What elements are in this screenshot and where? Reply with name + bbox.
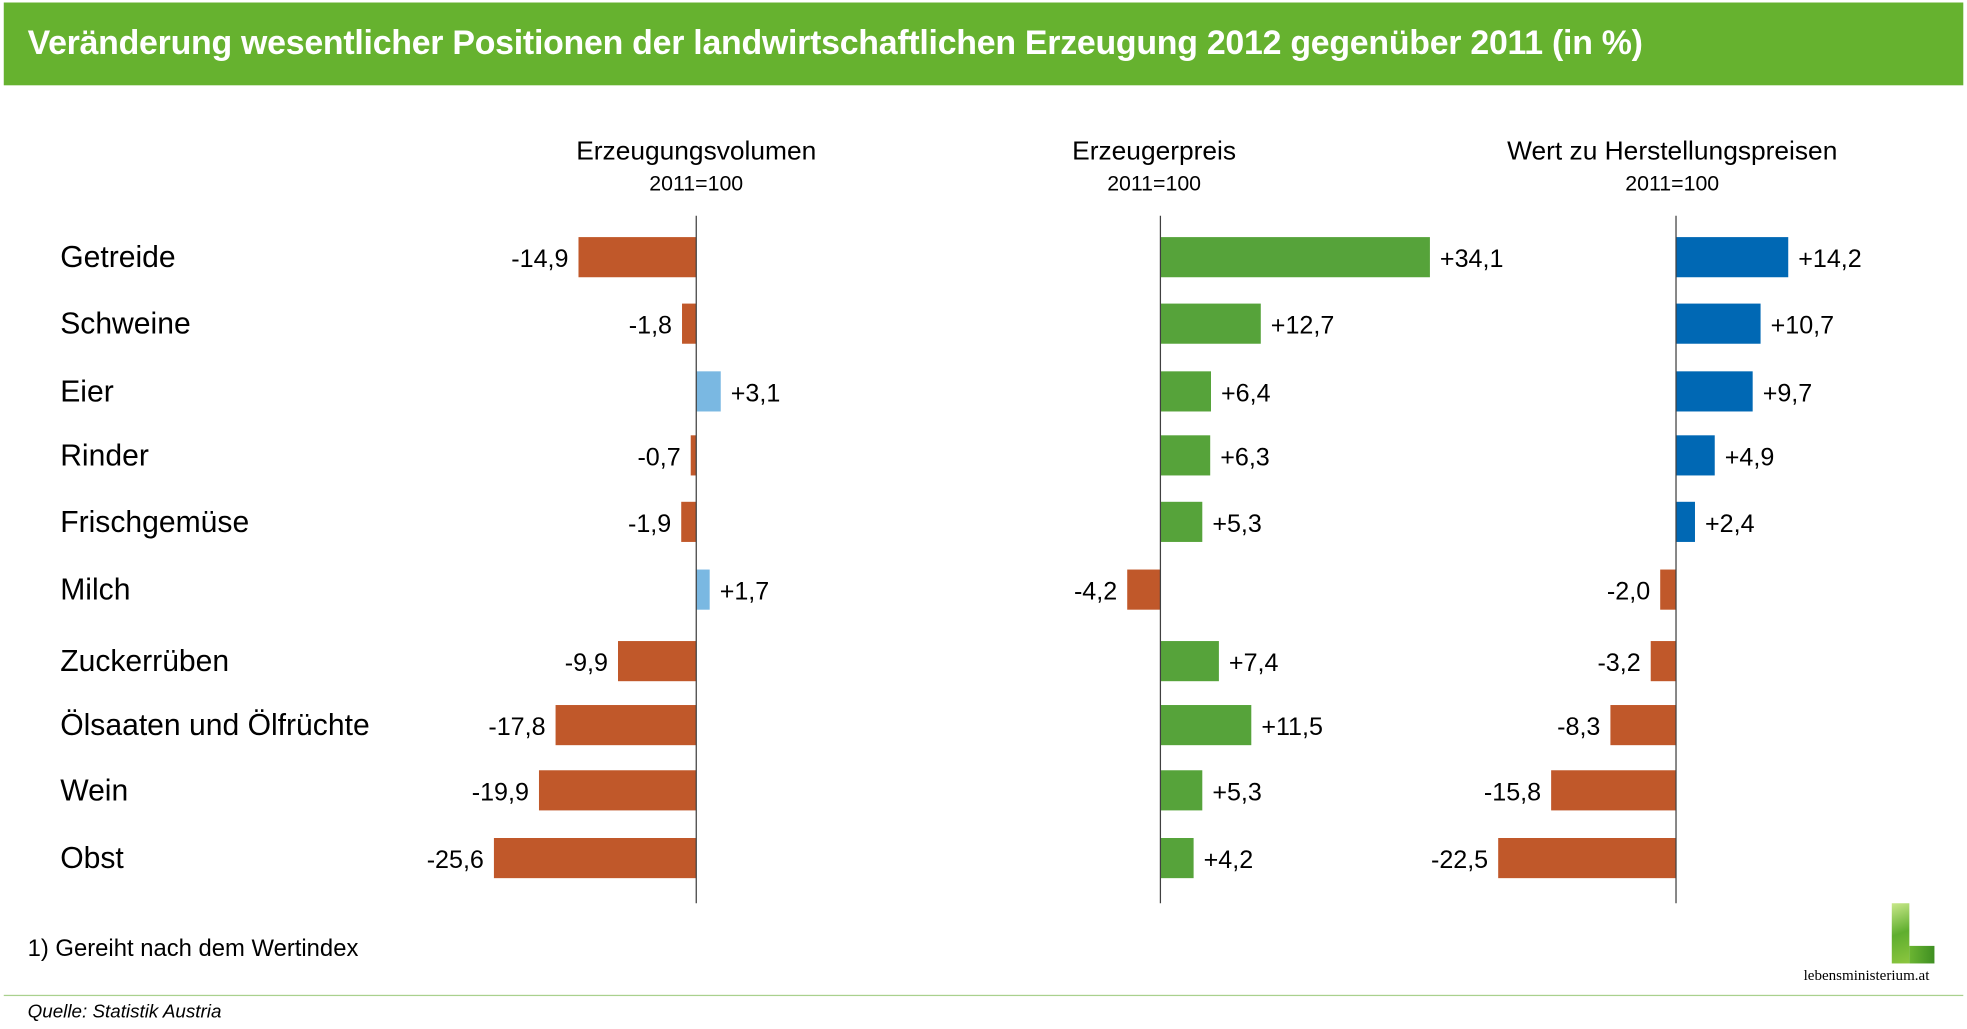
data-label: +12,7 — [1271, 312, 1334, 340]
bar — [1650, 641, 1677, 682]
bar — [1160, 838, 1194, 879]
data-label: +6,4 — [1221, 379, 1271, 407]
data-label: -15,8 — [1484, 778, 1541, 806]
data-label: -1,8 — [629, 312, 672, 340]
bar-chart: Getreide Schweine Eier Rinder Frischgemüse Mi… — [60, 135, 1862, 904]
category-label: Ölsaaten und Ölfrüchte — [60, 709, 369, 742]
series-subtitle: 2011=100 — [1107, 172, 1201, 196]
bar — [1676, 501, 1695, 542]
bar — [1660, 569, 1677, 610]
bar — [1676, 237, 1789, 278]
data-label: -22,5 — [1431, 846, 1488, 874]
data-label: -8,3 — [1557, 713, 1600, 741]
data-label: -9,9 — [565, 649, 608, 677]
series-title: Wert zu Herstellungspreisen — [1507, 135, 1837, 165]
data-label: +4,9 — [1725, 443, 1775, 471]
data-label: +7,4 — [1229, 649, 1279, 677]
data-label: +14,2 — [1798, 245, 1861, 273]
data-label: -4,2 — [1074, 578, 1117, 606]
data-label: +9,7 — [1763, 379, 1813, 407]
category-label: Getreide — [60, 241, 175, 274]
data-label: -1,9 — [628, 510, 671, 538]
data-label: -2,0 — [1607, 578, 1650, 606]
title-bar: Veränderung wesentlicher Positionen der … — [3, 2, 1964, 86]
bar — [682, 303, 697, 344]
category-label: Schweine — [60, 308, 191, 341]
data-label: -0,7 — [637, 443, 680, 471]
bar — [538, 770, 697, 811]
footnote: 1) Gereiht nach dem Wertindex — [27, 935, 359, 963]
bar — [1160, 501, 1203, 542]
bar — [1160, 303, 1261, 344]
category-label: Wein — [60, 774, 128, 807]
data-label: +3,1 — [731, 379, 781, 407]
data-label: +5,3 — [1212, 778, 1262, 806]
data-label: +5,3 — [1212, 510, 1262, 538]
bar — [681, 501, 697, 542]
data-label: +6,3 — [1220, 443, 1270, 471]
bar — [1610, 705, 1677, 746]
bar — [578, 237, 697, 278]
series-subtitle: 2011=100 — [1625, 172, 1719, 196]
data-label: -17,8 — [488, 713, 545, 741]
data-label: -3,2 — [1597, 649, 1640, 677]
bar — [1551, 770, 1677, 811]
bar — [690, 435, 697, 476]
bar — [696, 569, 710, 610]
bar — [1676, 435, 1715, 476]
category-label: Zuckerrüben — [60, 645, 229, 678]
data-label: +34,1 — [1440, 245, 1503, 273]
data-label: +11,5 — [1261, 713, 1323, 741]
category-label: Rinder — [60, 439, 149, 472]
series-title: Erzeugungsvolumen — [576, 135, 816, 165]
category-label: Obst — [60, 842, 124, 875]
category-label: Milch — [60, 574, 130, 607]
bar — [1498, 838, 1677, 879]
lebensministerium-logo — [1891, 903, 1935, 964]
bar — [696, 371, 721, 412]
data-label: +10,7 — [1771, 312, 1834, 340]
bar — [1160, 641, 1219, 682]
series-title: Erzeugerpreis — [1072, 135, 1236, 165]
source-note: Quelle: Statistik Austria — [27, 1001, 222, 1023]
data-label: -25,6 — [427, 846, 484, 874]
bar — [1160, 770, 1203, 811]
bar — [1160, 371, 1211, 412]
category-label: Eier — [60, 375, 114, 408]
bar — [1160, 705, 1252, 746]
data-label: +1,7 — [720, 578, 770, 606]
bar — [1160, 237, 1430, 278]
data-label: -14,9 — [511, 245, 568, 273]
bar — [1160, 435, 1211, 476]
series-subtitle: 2011=100 — [649, 172, 743, 196]
data-label: +2,4 — [1705, 510, 1755, 538]
logo-text: lebensministerium.at — [1803, 965, 1930, 984]
bar — [1676, 303, 1761, 344]
data-label: -19,9 — [472, 778, 529, 806]
separator-line — [3, 994, 1964, 997]
chart-title: Veränderung wesentlicher Positionen der … — [27, 23, 1643, 62]
bar — [1676, 371, 1753, 412]
category-label: Frischgemüse — [60, 506, 249, 539]
bar — [1127, 569, 1161, 610]
bar — [618, 641, 697, 682]
bar — [555, 705, 697, 746]
data-label: +4,2 — [1204, 846, 1254, 874]
bar — [493, 838, 697, 879]
